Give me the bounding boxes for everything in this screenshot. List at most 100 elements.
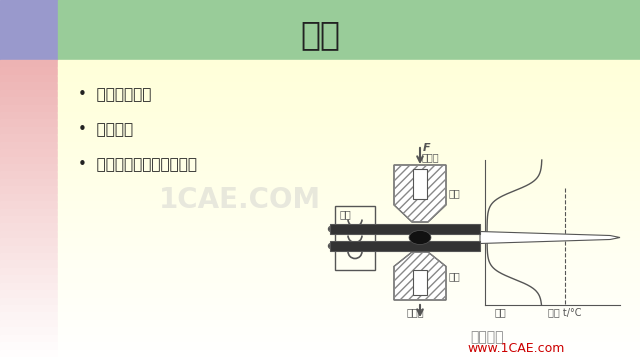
Bar [0,350,58,357]
Bar [0,75,58,83]
Bar [0,223,58,232]
Bar [58,238,640,247]
Bar [0,327,58,336]
Text: 电极: 电极 [449,271,461,281]
Bar [58,82,640,91]
Bar [58,201,640,210]
Bar [0,90,58,98]
Text: www.1CAE.com: www.1CAE.com [467,342,564,355]
Bar [58,298,640,306]
Bar [0,105,58,113]
Bar [58,60,640,69]
Bar [330,224,480,234]
Bar [0,305,58,313]
Bar [0,112,58,120]
Bar [0,97,58,106]
Bar [58,186,640,195]
Bar [58,342,640,351]
Bar [0,0,58,60]
Text: 熔点 t/°C: 熔点 t/°C [548,307,582,317]
Bar [413,169,428,199]
Bar [58,327,640,336]
Bar [0,320,58,328]
Bar [0,201,58,210]
Bar [58,142,640,150]
Bar [58,208,640,217]
Text: 冷却水: 冷却水 [406,307,424,317]
Bar [58,223,640,232]
Ellipse shape [409,231,431,245]
Bar [0,134,58,143]
Bar [58,305,640,313]
Bar [0,186,58,195]
Bar [58,320,640,328]
Bar [58,97,640,106]
Bar [58,164,640,172]
Bar [0,149,58,157]
Bar [0,142,58,150]
Bar [0,246,58,254]
Bar [0,312,58,321]
Bar [58,119,640,128]
Bar [58,149,640,157]
Bar [0,156,58,165]
Bar [58,216,640,224]
Bar [58,156,640,165]
Bar [0,335,58,343]
Bar [0,119,58,128]
Polygon shape [480,231,620,243]
Bar [58,75,640,83]
Text: •  局部高温焊合: • 局部高温焊合 [78,87,152,102]
Bar [58,90,640,98]
Bar [0,268,58,276]
Bar [58,0,640,60]
Text: 分流: 分流 [340,209,352,219]
Bar [0,60,58,69]
Bar [58,290,640,298]
Bar [0,67,58,76]
Bar [0,283,58,291]
Text: F: F [423,143,431,153]
Bar [58,105,640,113]
Polygon shape [394,165,446,222]
Bar [0,253,58,261]
Bar [0,82,58,91]
Bar [0,208,58,217]
Bar [0,290,58,298]
Bar [58,193,640,202]
Bar [58,127,640,135]
Text: 水温: 水温 [494,307,506,317]
Bar [58,253,640,261]
Text: •  焊点的分布最小距离限制: • 焊点的分布最小距离限制 [78,157,197,172]
Bar [58,179,640,187]
Text: •  分流现象: • 分流现象 [78,122,133,137]
Bar [0,164,58,172]
Text: 点焊: 点焊 [300,19,340,51]
Bar [0,275,58,284]
Bar [58,112,640,120]
Text: 1CAE.COM: 1CAE.COM [159,186,321,214]
Bar [58,275,640,284]
Bar [58,335,640,343]
Bar [58,268,640,276]
Bar [0,179,58,187]
Bar [58,134,640,143]
Bar [0,238,58,247]
Bar [58,312,640,321]
Bar [0,342,58,351]
Bar [0,231,58,239]
Bar [58,350,640,357]
Bar [413,270,428,295]
Bar [0,193,58,202]
Text: 电极: 电极 [449,188,461,198]
Polygon shape [394,252,446,300]
Bar [58,246,640,254]
Bar [0,261,58,269]
Bar [58,231,640,239]
Bar [0,298,58,306]
Text: 仿真在线: 仿真在线 [470,330,504,344]
Bar [58,283,640,291]
Bar [58,67,640,76]
Bar [0,216,58,224]
Bar [58,261,640,269]
